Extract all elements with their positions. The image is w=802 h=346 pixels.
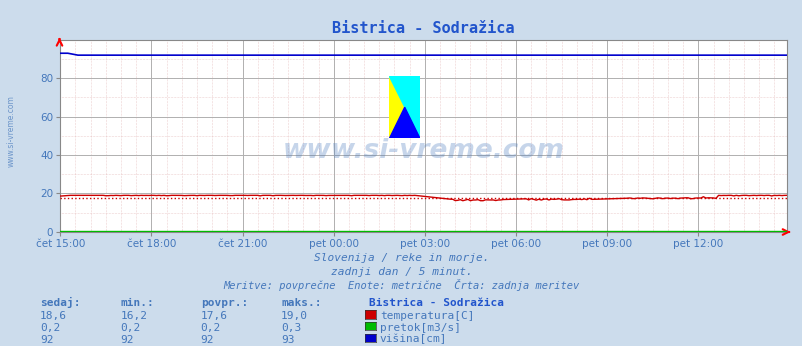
Text: Meritve: povprečne  Enote: metrične  Črta: zadnja meritev: Meritve: povprečne Enote: metrične Črta:… — [223, 279, 579, 291]
Text: www.si-vreme.com: www.si-vreme.com — [282, 138, 564, 164]
Text: 0,2: 0,2 — [200, 323, 221, 333]
Polygon shape — [389, 76, 419, 138]
Text: 19,0: 19,0 — [281, 311, 308, 321]
Text: 17,6: 17,6 — [200, 311, 228, 321]
Text: 93: 93 — [281, 335, 294, 345]
Text: 16,2: 16,2 — [120, 311, 148, 321]
Text: 92: 92 — [120, 335, 134, 345]
Text: zadnji dan / 5 minut.: zadnji dan / 5 minut. — [330, 267, 472, 277]
Text: Slovenija / reke in morje.: Slovenija / reke in morje. — [314, 253, 488, 263]
Polygon shape — [389, 107, 419, 138]
Text: maks.:: maks.: — [281, 298, 321, 308]
Polygon shape — [389, 76, 419, 138]
Text: temperatura[C]: temperatura[C] — [379, 311, 474, 321]
Text: Bistrica - Sodražica: Bistrica - Sodražica — [369, 298, 504, 308]
Text: 92: 92 — [200, 335, 214, 345]
Text: pretok[m3/s]: pretok[m3/s] — [379, 323, 460, 333]
Title: Bistrica - Sodražica: Bistrica - Sodražica — [332, 21, 514, 36]
Text: min.:: min.: — [120, 298, 154, 308]
Text: 92: 92 — [40, 335, 54, 345]
Text: 18,6: 18,6 — [40, 311, 67, 321]
Text: višina[cm]: višina[cm] — [379, 334, 447, 345]
Text: 0,2: 0,2 — [120, 323, 140, 333]
Text: sedaj:: sedaj: — [40, 297, 80, 308]
Text: 0,3: 0,3 — [281, 323, 301, 333]
Text: 0,2: 0,2 — [40, 323, 60, 333]
Text: povpr.:: povpr.: — [200, 298, 248, 308]
Text: www.si-vreme.com: www.si-vreme.com — [6, 95, 15, 167]
